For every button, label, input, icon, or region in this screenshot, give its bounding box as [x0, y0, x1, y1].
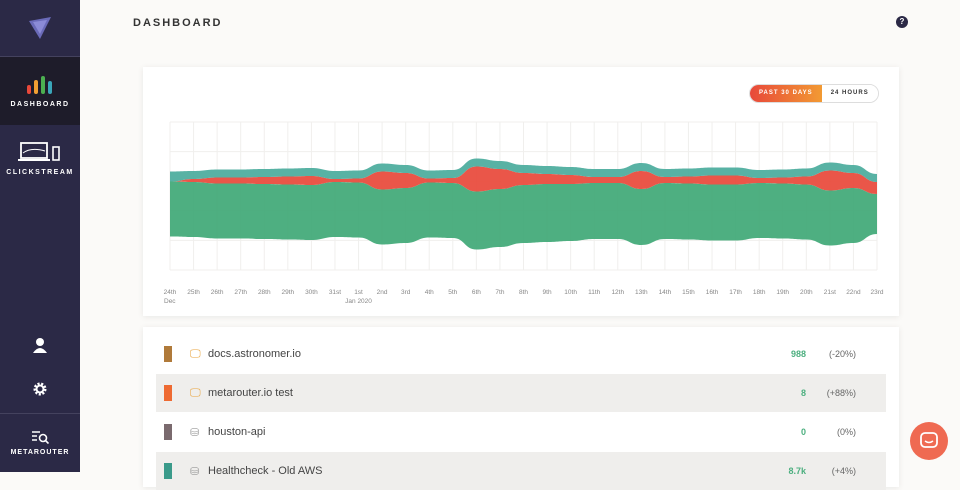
- chart-card: PAST 30 DAYS 24 HOURS 24th Dec 25th 26th 27t…: [143, 67, 899, 316]
- series-area-2: [170, 158, 877, 182]
- x-sub-label: Dec: [164, 298, 176, 305]
- bar-chart-icon: [27, 75, 52, 94]
- source-name: metarouter.io test: [208, 387, 293, 399]
- x-tick-label: 31st: [329, 289, 341, 296]
- color-swatch: [164, 385, 172, 401]
- x-tick-label: 23rd: [870, 289, 883, 296]
- sidebar-item-label: CLICKSTREAM: [6, 168, 74, 176]
- x-tick-label: 6th: [472, 289, 481, 296]
- x-tick-label: 13th: [635, 289, 648, 296]
- past-30-days-button[interactable]: PAST 30 DAYS: [750, 85, 822, 102]
- x-tick-label: 2nd: [377, 289, 388, 296]
- x-tick-label: 3rd: [401, 289, 411, 296]
- change-percent: (+88%): [826, 388, 856, 398]
- x-tick-label: 11th: [588, 289, 601, 296]
- chat-button[interactable]: [910, 422, 948, 460]
- x-tick-label: 10th: [564, 289, 577, 296]
- x-tick-label: 4th: [425, 289, 434, 296]
- 24-hours-button[interactable]: 24 HOURS: [821, 85, 878, 102]
- x-tick-label: 24th: [164, 289, 177, 296]
- user-button[interactable]: [0, 337, 80, 353]
- x-tick-label: 21st: [824, 289, 836, 296]
- settings-button[interactable]: [0, 382, 80, 396]
- x-tick-label: 19th: [776, 289, 789, 296]
- x-tick-label: 18th: [753, 289, 766, 296]
- source-row[interactable]: ⛁ Healthcheck - Old AWS 8.7k (+4%): [156, 452, 886, 490]
- sidebar-item-label: DASHBOARD: [10, 100, 70, 108]
- time-range-toggle[interactable]: PAST 30 DAYS 24 HOURS: [749, 84, 879, 103]
- help-icon[interactable]: ?: [896, 16, 908, 28]
- event-count: 0: [800, 427, 806, 437]
- page-title: DASHBOARD: [133, 17, 223, 29]
- metarouter-link[interactable]: METAROUTER: [0, 413, 80, 472]
- laptop-phone-icon: [18, 141, 60, 161]
- x-sub-label: Jan 2020: [345, 298, 372, 305]
- x-tick-label: 7th: [495, 289, 504, 296]
- monitor-icon: 🖵: [190, 347, 201, 360]
- chat-icon: [920, 432, 938, 448]
- logo-icon: [29, 17, 51, 39]
- x-tick-label: 14th: [659, 289, 672, 296]
- event-count: 988: [790, 349, 806, 359]
- source-row[interactable]: 🖵 metarouter.io test 8 (+88%): [156, 374, 886, 412]
- series-area-1: [170, 166, 877, 194]
- logo[interactable]: [0, 0, 80, 57]
- source-row[interactable]: 🖵 docs.astronomer.io 988 (-20%): [156, 335, 886, 373]
- x-tick-label: 29th: [282, 289, 295, 296]
- event-count: 8: [800, 388, 806, 398]
- color-swatch: [164, 424, 172, 440]
- change-percent: (+4%): [831, 466, 856, 476]
- event-count: 8.7k: [788, 466, 806, 476]
- source-list: 🖵 docs.astronomer.io 988 (-20%) 🖵 metaro…: [143, 327, 899, 490]
- brand-label: METAROUTER: [10, 449, 70, 456]
- source-row[interactable]: ⛁ houston-api 0 (0%): [156, 413, 886, 451]
- x-tick-label: 9th: [543, 289, 552, 296]
- sidebar: DASHBOARD CLICKSTREAM METAROUTER: [0, 0, 80, 472]
- change-percent: (0%): [836, 427, 856, 437]
- x-tick-label: 20th: [800, 289, 813, 296]
- server-icon: ⛁: [190, 465, 200, 478]
- monitor-icon: 🖵: [190, 386, 201, 399]
- stream-chart: 24th Dec 25th 26th 27th 28th 29th 30th 31st 1st Ja…: [164, 121, 884, 305]
- x-tick-label: 25th: [187, 289, 200, 296]
- x-tick-label: 8th: [519, 289, 528, 296]
- color-swatch: [164, 346, 172, 362]
- x-tick-label: 28th: [258, 289, 271, 296]
- x-tick-label: 17th: [729, 289, 742, 296]
- x-tick-label: 26th: [211, 289, 224, 296]
- server-icon: ⛁: [190, 426, 200, 439]
- x-tick-label: 27th: [234, 289, 247, 296]
- x-tick-label: 30th: [305, 289, 318, 296]
- x-tick-label: 12th: [611, 289, 624, 296]
- x-tick-label: 1st: [354, 289, 363, 296]
- series-area-0: [170, 181, 877, 250]
- x-tick-label: 15th: [682, 289, 695, 296]
- search-list-icon: [32, 431, 49, 444]
- x-tick-label: 16th: [706, 289, 719, 296]
- x-tick-label: 22nd: [846, 289, 861, 296]
- x-tick-label: 5th: [448, 289, 457, 296]
- user-icon: [33, 338, 47, 353]
- source-name: docs.astronomer.io: [208, 348, 301, 360]
- change-percent: (-20%): [828, 349, 856, 359]
- source-name: houston-api: [208, 426, 266, 438]
- sidebar-item-dashboard[interactable]: DASHBOARD: [0, 57, 80, 125]
- sidebar-item-clickstream[interactable]: CLICKSTREAM: [0, 125, 80, 191]
- gear-icon: [33, 382, 47, 396]
- source-name: Healthcheck - Old AWS: [208, 465, 323, 477]
- color-swatch: [164, 463, 172, 479]
